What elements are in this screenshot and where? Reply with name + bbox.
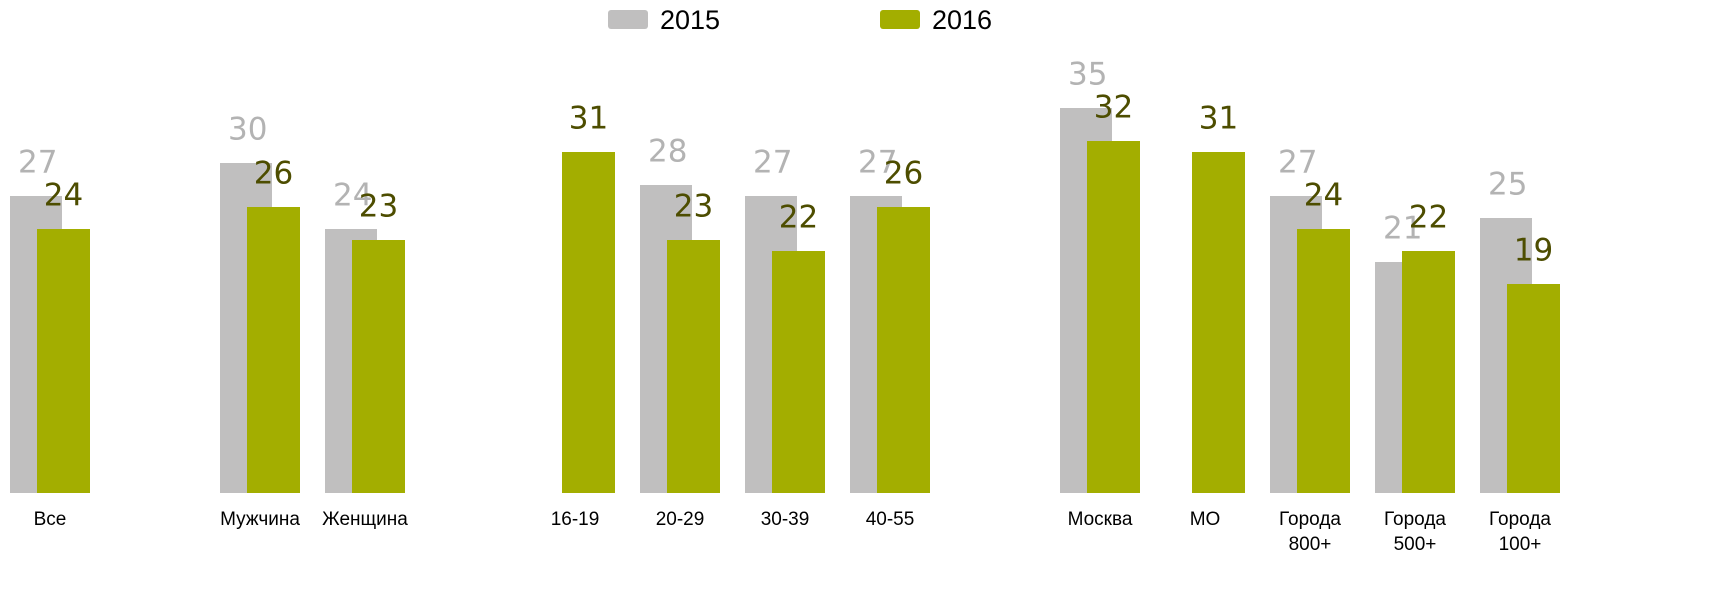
value-label: 24 — [44, 178, 83, 214]
bar — [1297, 229, 1350, 493]
value-label: 30 — [228, 112, 267, 148]
x-tick-line: 100+ — [1499, 534, 1542, 555]
value-label: 26 — [884, 156, 923, 192]
legend-label: 2016 — [932, 5, 992, 35]
bar — [1402, 251, 1455, 493]
value-label: 21 — [1383, 211, 1422, 247]
x-tick-line: 500+ — [1394, 534, 1437, 555]
value-label: 31 — [569, 101, 608, 137]
x-tick-label: Города 100+ — [1489, 509, 1551, 555]
x-tick-label: 30-39 — [761, 509, 810, 530]
x-tick-label: Женщина — [322, 509, 408, 530]
bar — [1507, 284, 1560, 493]
value-label: 19 — [1514, 233, 1553, 269]
bar — [247, 207, 300, 493]
x-tick-label: МО — [1190, 509, 1221, 530]
value-label: 27 — [1278, 145, 1317, 181]
value-label: 24 — [1304, 178, 1343, 214]
bar — [877, 207, 930, 493]
x-tick-label: 16-19 — [551, 509, 600, 530]
bar — [352, 240, 405, 493]
x-tick-label: 20-29 — [656, 509, 705, 530]
x-tick-line: 800+ — [1289, 534, 1332, 555]
value-label: 27 — [858, 145, 897, 181]
bar — [37, 229, 90, 493]
value-label: 22 — [779, 200, 818, 236]
bar — [667, 240, 720, 493]
legend-swatch — [880, 10, 920, 29]
legend-label: 2015 — [660, 5, 720, 35]
value-label: 35 — [1068, 57, 1107, 93]
x-tick-line: Города — [1384, 509, 1446, 530]
x-tick-label: Мужчина — [220, 509, 300, 530]
x-tick-label: Москва — [1068, 509, 1133, 530]
x-tick-label: Города 800+ — [1279, 509, 1341, 555]
x-tick-line: Города — [1489, 509, 1551, 530]
value-label: 28 — [648, 134, 687, 170]
bar — [1087, 141, 1140, 493]
value-label: 23 — [359, 189, 398, 225]
value-label: 23 — [674, 189, 713, 225]
value-label: 22 — [1409, 200, 1448, 236]
x-tick-line: Города — [1279, 509, 1341, 530]
value-label: 27 — [753, 145, 792, 181]
value-label: 25 — [1488, 167, 1527, 203]
value-label: 26 — [254, 156, 293, 192]
value-label: 27 — [18, 145, 57, 181]
legend-swatch — [608, 10, 648, 29]
x-tick-label: Города 500+ — [1384, 509, 1446, 555]
x-tick-label: 40-55 — [866, 509, 915, 530]
value-label: 24 — [333, 178, 372, 214]
value-label: 32 — [1094, 90, 1133, 126]
bar — [1192, 152, 1245, 493]
bar — [562, 152, 615, 493]
bar — [772, 251, 825, 493]
x-tick-label: Все — [34, 509, 67, 530]
value-label: 31 — [1199, 101, 1238, 137]
